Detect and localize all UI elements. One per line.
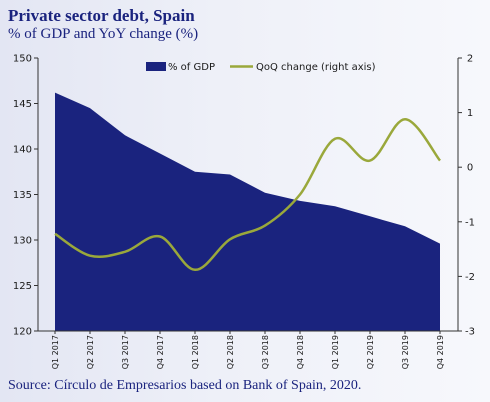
left-tick-label: 145	[13, 99, 32, 110]
legend-label-qoq: QoQ change (right axis)	[256, 62, 376, 73]
left-tick-label: 130	[13, 236, 32, 247]
right-tick-label: 2	[467, 54, 473, 65]
legend-swatch-gdp	[146, 62, 166, 71]
chart-subtitle: % of GDP and YoY change (%)	[8, 26, 199, 42]
x-tick-label: Q4 2017	[156, 335, 165, 369]
left-tick-label: 135	[13, 190, 32, 201]
right-tick-label: 1	[467, 108, 473, 119]
x-tick-label: Q2 2017	[86, 335, 95, 369]
x-tick-label: Q3 2017	[121, 335, 130, 369]
left-tick-label: 150	[13, 54, 32, 65]
left-tick-label: 140	[13, 145, 32, 156]
left-tick-label: 125	[13, 281, 32, 292]
x-tick-label: Q1 2018	[191, 335, 200, 369]
source-note: Source: Círculo de Empresarios based on …	[8, 378, 362, 393]
right-tick-label: -1	[465, 217, 475, 228]
x-tick-label: Q1 2019	[331, 335, 340, 369]
x-tick-label: Q3 2018	[261, 335, 270, 369]
legend-label-gdp: % of GDP	[168, 62, 215, 73]
x-tick-label: Q4 2018	[296, 335, 305, 369]
x-tick-label: Q4 2019	[436, 335, 445, 369]
x-tick-label: Q2 2018	[226, 335, 235, 369]
area-series-gdp	[55, 92, 440, 331]
right-tick-label: -2	[465, 272, 475, 283]
left-tick-label: 120	[13, 327, 32, 338]
chart-title: Private sector debt, Spain	[8, 6, 195, 25]
x-tick-label: Q1 2017	[51, 335, 60, 369]
line-series-qoq	[54, 117, 441, 272]
right-tick-label: 0	[467, 163, 473, 174]
right-tick-label: -3	[465, 327, 475, 338]
x-tick-label: Q3 2019	[401, 335, 410, 369]
x-tick-label: Q2 2019	[366, 335, 375, 369]
